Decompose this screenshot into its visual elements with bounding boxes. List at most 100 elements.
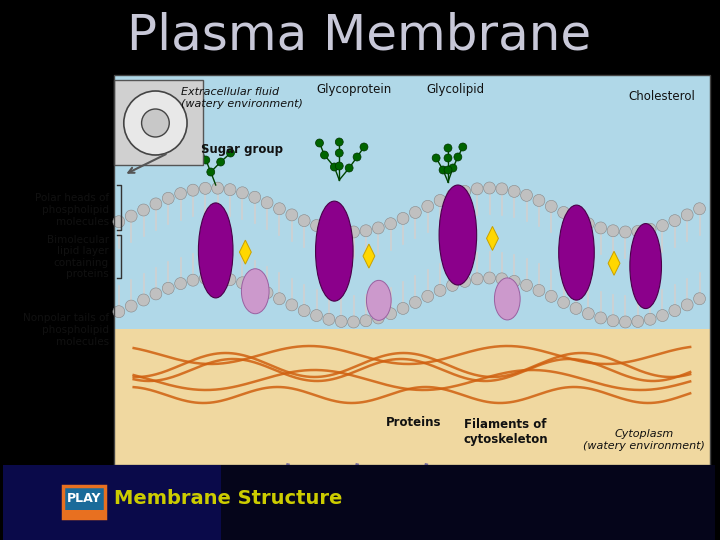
Ellipse shape [495, 278, 520, 320]
Circle shape [336, 225, 347, 238]
FancyBboxPatch shape [63, 486, 105, 518]
FancyBboxPatch shape [114, 328, 710, 465]
Circle shape [582, 218, 594, 230]
Circle shape [444, 166, 452, 174]
Circle shape [508, 275, 520, 287]
Circle shape [142, 109, 169, 137]
Circle shape [558, 206, 570, 219]
Circle shape [125, 210, 137, 222]
Circle shape [669, 305, 681, 316]
Circle shape [298, 305, 310, 316]
Circle shape [595, 312, 607, 324]
Circle shape [202, 156, 210, 164]
Circle shape [162, 282, 174, 294]
Circle shape [570, 302, 582, 314]
Circle shape [330, 163, 338, 171]
Circle shape [384, 218, 397, 230]
Circle shape [249, 281, 261, 293]
Circle shape [449, 164, 457, 172]
Circle shape [310, 220, 323, 232]
Text: Cholesterol: Cholesterol [629, 90, 696, 103]
Circle shape [632, 315, 644, 327]
Circle shape [459, 275, 471, 287]
Circle shape [199, 272, 211, 285]
Circle shape [336, 162, 343, 170]
Circle shape [484, 182, 495, 194]
Circle shape [693, 293, 706, 305]
Text: Proteins: Proteins [386, 415, 441, 429]
Circle shape [397, 212, 409, 225]
Ellipse shape [559, 205, 594, 300]
Ellipse shape [439, 185, 477, 285]
Circle shape [353, 153, 361, 161]
Ellipse shape [315, 201, 353, 301]
Text: Plasma Membrane: Plasma Membrane [127, 11, 591, 59]
Circle shape [298, 214, 310, 227]
Circle shape [274, 202, 285, 215]
Ellipse shape [241, 269, 269, 314]
Circle shape [410, 206, 421, 219]
Circle shape [434, 285, 446, 296]
Circle shape [360, 315, 372, 327]
Circle shape [533, 194, 545, 206]
Circle shape [681, 299, 693, 311]
Circle shape [348, 316, 359, 328]
Circle shape [138, 204, 150, 216]
Circle shape [410, 296, 421, 308]
Circle shape [212, 182, 224, 194]
Circle shape [249, 191, 261, 203]
Text: Bimolecular
lipid layer
containing
proteins: Bimolecular lipid layer containing prote… [47, 234, 109, 279]
Circle shape [471, 273, 483, 285]
FancyBboxPatch shape [114, 75, 710, 328]
Circle shape [459, 143, 467, 151]
Ellipse shape [630, 224, 662, 308]
Circle shape [315, 139, 323, 147]
Circle shape [336, 315, 347, 327]
Circle shape [444, 144, 452, 152]
Text: Polar heads of
phospholipid
molecules: Polar heads of phospholipid molecules [35, 193, 109, 227]
Text: Sugar group: Sugar group [201, 144, 283, 157]
Circle shape [261, 197, 273, 209]
FancyBboxPatch shape [3, 465, 715, 540]
Circle shape [422, 291, 433, 302]
Circle shape [545, 200, 557, 212]
Circle shape [323, 313, 335, 325]
Circle shape [521, 190, 533, 201]
Circle shape [187, 274, 199, 286]
Circle shape [422, 200, 433, 212]
Text: Cytoplasm
(watery environment): Cytoplasm (watery environment) [582, 429, 705, 451]
Circle shape [125, 300, 137, 312]
Circle shape [360, 143, 368, 151]
Text: Extracellular fluid
(watery environment): Extracellular fluid (watery environment) [181, 87, 303, 109]
Circle shape [496, 183, 508, 195]
FancyBboxPatch shape [65, 510, 104, 517]
Circle shape [459, 185, 471, 198]
Circle shape [657, 220, 668, 232]
Circle shape [113, 306, 125, 318]
Circle shape [124, 91, 187, 155]
Circle shape [274, 293, 285, 305]
Circle shape [471, 183, 483, 195]
Polygon shape [608, 251, 620, 275]
Circle shape [372, 312, 384, 324]
Circle shape [217, 158, 225, 166]
Polygon shape [487, 226, 498, 251]
Circle shape [199, 183, 211, 194]
Circle shape [607, 225, 619, 237]
Text: Glycoprotein: Glycoprotein [317, 83, 392, 96]
Text: Glycolipid: Glycolipid [427, 83, 485, 96]
Ellipse shape [199, 203, 233, 298]
Text: Nonpolar tails of
phospholipid
molecules: Nonpolar tails of phospholipid molecules [23, 313, 109, 347]
Circle shape [397, 302, 409, 314]
Circle shape [607, 315, 619, 327]
Circle shape [320, 151, 328, 159]
Circle shape [345, 164, 353, 172]
Circle shape [681, 209, 693, 221]
Ellipse shape [366, 280, 391, 320]
Text: PLAY: PLAY [67, 491, 102, 504]
Circle shape [570, 212, 582, 225]
Circle shape [644, 313, 656, 325]
Circle shape [150, 288, 162, 300]
Circle shape [434, 194, 446, 206]
Circle shape [224, 184, 236, 195]
